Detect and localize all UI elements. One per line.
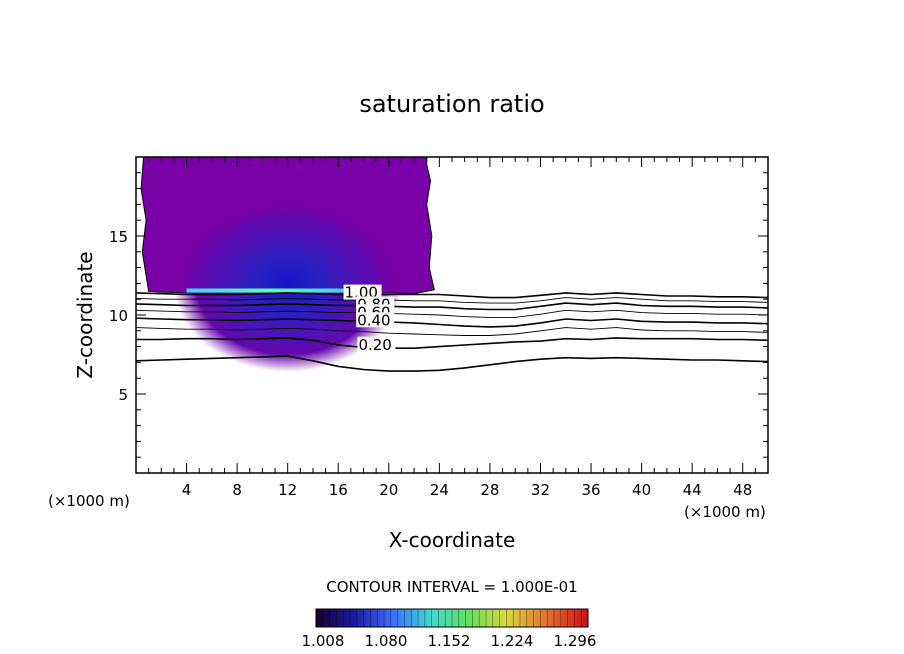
colorbar-ticks <box>315 609 589 627</box>
contour-line <box>136 337 768 349</box>
colorbar-label: 1.296 <box>554 632 597 650</box>
colorbar-label: 1.080 <box>365 632 408 650</box>
colorbar-label: 1.008 <box>302 632 345 650</box>
x-tick-label: 16 <box>329 481 348 499</box>
saturation-max-band <box>186 288 351 293</box>
contour-interval-text: CONTOUR INTERVAL = 1.000E-01 <box>326 578 577 596</box>
contour-lines <box>136 292 768 372</box>
x-tick-label: 32 <box>531 481 550 499</box>
x-tick-label: 12 <box>278 481 297 499</box>
chart-title: saturation ratio <box>359 90 544 118</box>
x-tick-label: 44 <box>683 481 702 499</box>
x-tick-label: 28 <box>480 481 499 499</box>
contour-line <box>136 355 768 372</box>
x-unit-label: (×1000 m) <box>684 503 766 521</box>
x-tick-label: 48 <box>733 481 752 499</box>
contour-label-bg <box>357 336 396 352</box>
x-axis-ticks: 4 8 12 16 20 24 28 32 36 40 44 48 <box>148 157 756 499</box>
colorbar-labels: 1.008 1.080 1.152 1.224 1.296 <box>302 632 597 650</box>
y-axis-ticks: 5 10 15 <box>109 172 768 458</box>
contour-label-bg <box>343 284 382 300</box>
colorbar-label: 1.224 <box>491 632 534 650</box>
contour-label: 0.20 <box>358 336 391 354</box>
y-tick-label: 5 <box>118 386 128 404</box>
contour-labels: 1.000.800.600.400.20 <box>343 284 396 354</box>
x-tick-label: 24 <box>430 481 449 499</box>
x-tick-label: 40 <box>632 481 651 499</box>
x-tick-label: 8 <box>232 481 242 499</box>
y-tick-label: 10 <box>109 307 128 325</box>
y-axis-label: Z-coordinate <box>73 251 97 378</box>
contour-line <box>136 297 768 304</box>
contour-line <box>136 327 768 336</box>
contour-line <box>136 317 768 328</box>
x-tick-label: 20 <box>379 481 398 499</box>
contour-label-bg <box>356 312 395 328</box>
contour-line <box>136 292 768 299</box>
z-unit-label: (×1000 m) <box>48 492 130 510</box>
colorbar-label: 1.152 <box>428 632 471 650</box>
y-tick-label: 15 <box>109 228 128 246</box>
x-tick-label: 36 <box>581 481 600 499</box>
x-axis-label: X-coordinate <box>389 528 516 552</box>
contour-line <box>136 309 768 318</box>
contour-label: 0.40 <box>357 311 390 329</box>
x-tick-label: 4 <box>182 481 192 499</box>
contour-line <box>136 302 768 311</box>
saturation-core <box>173 198 402 372</box>
